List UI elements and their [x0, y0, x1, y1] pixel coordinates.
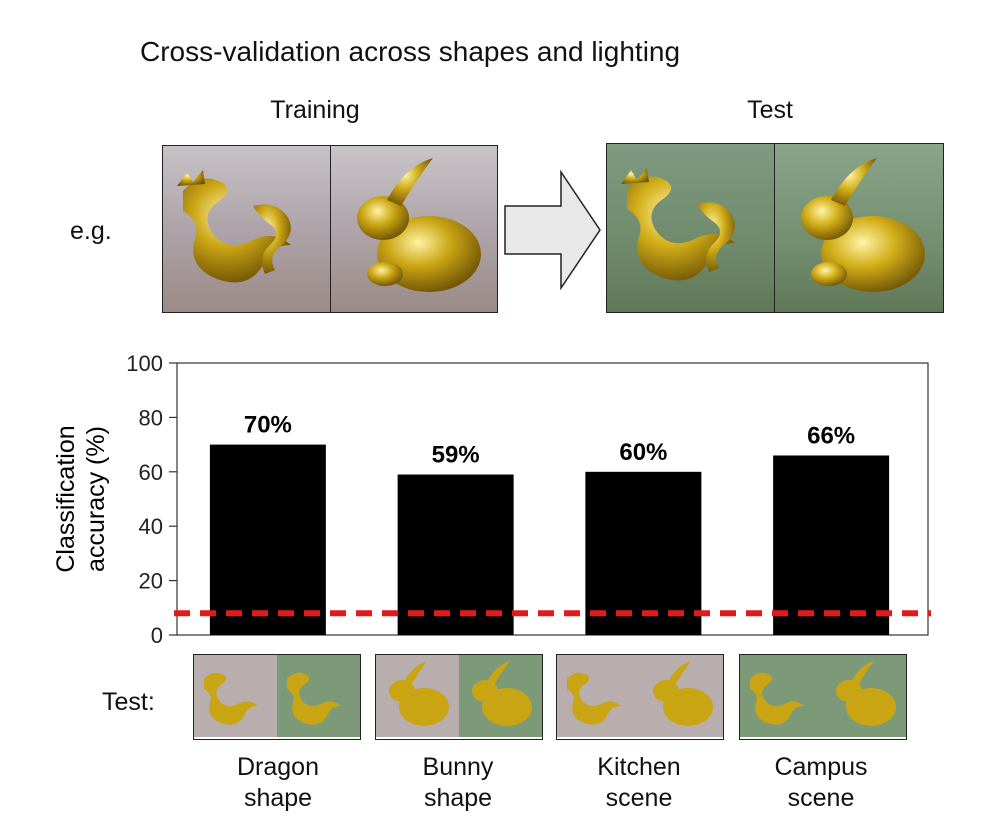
bunny-icon — [640, 655, 723, 737]
bars — [209, 444, 890, 635]
y-tick-label: 0 — [151, 623, 163, 648]
bar-1 — [209, 444, 326, 635]
dragon-icon — [163, 146, 331, 312]
bunny-icon — [376, 655, 459, 737]
y-axis-label-line2: accuracy (%) — [82, 426, 110, 572]
dragon-icon — [740, 655, 823, 737]
bar-2 — [397, 474, 514, 635]
bar-3 — [585, 471, 702, 635]
bunny-icon — [459, 655, 542, 737]
y-axis-ticks: 0 20 40 60 80 100 — [126, 351, 177, 648]
y-tick-label: 40 — [139, 514, 163, 539]
data-label-3: 60% — [619, 439, 667, 466]
bar-4 — [773, 455, 890, 635]
test-image-bunny — [774, 143, 944, 313]
plot-frame — [176, 362, 929, 636]
y-tick-label: 100 — [126, 351, 163, 376]
bunny-icon — [823, 655, 906, 737]
test-caption-1: Dragon shape — [237, 753, 319, 812]
test-caption-2: Bunny shape — [422, 753, 494, 812]
training-image-dragon — [162, 145, 332, 313]
training-image-bunny — [330, 145, 498, 313]
data-label-4: 66% — [807, 422, 855, 449]
y-tick-label: 20 — [139, 569, 163, 594]
figure-title: Cross-validation across shapes and light… — [140, 36, 681, 67]
dragon-icon — [194, 655, 277, 737]
test-thumbnail-1 — [193, 654, 361, 740]
test-row-label: Test: — [102, 688, 155, 716]
example-label: e.g. — [70, 217, 112, 245]
dragon-icon — [277, 655, 360, 737]
y-axis-label-line1: Classification — [52, 425, 80, 572]
y-tick-label: 60 — [139, 460, 163, 485]
test-image-dragon — [606, 143, 776, 313]
data-label-1: 70% — [244, 412, 292, 439]
test-thumbnail-4 — [739, 654, 907, 740]
test-thumbnail-2 — [375, 654, 543, 740]
y-tick-label: 80 — [139, 405, 163, 430]
data-label-2: 59% — [432, 442, 480, 469]
test-heading: Test — [747, 96, 793, 124]
data-labels: 70% 59% 60% 66% — [244, 412, 855, 469]
accuracy-bar-chart: 0 20 40 60 80 100 70% 59% 60% 66% Classification… — [52, 351, 931, 648]
right-arrow-icon — [504, 170, 601, 290]
dragon-icon — [557, 655, 640, 737]
test-thumbnail-3 — [556, 654, 724, 740]
test-caption-3: Kitchen scene — [597, 753, 681, 812]
dragon-icon — [607, 144, 775, 312]
training-heading: Training — [270, 96, 360, 124]
bunny-icon — [775, 144, 943, 312]
test-caption-4: Campus scene — [774, 753, 868, 812]
bunny-icon — [331, 146, 497, 312]
